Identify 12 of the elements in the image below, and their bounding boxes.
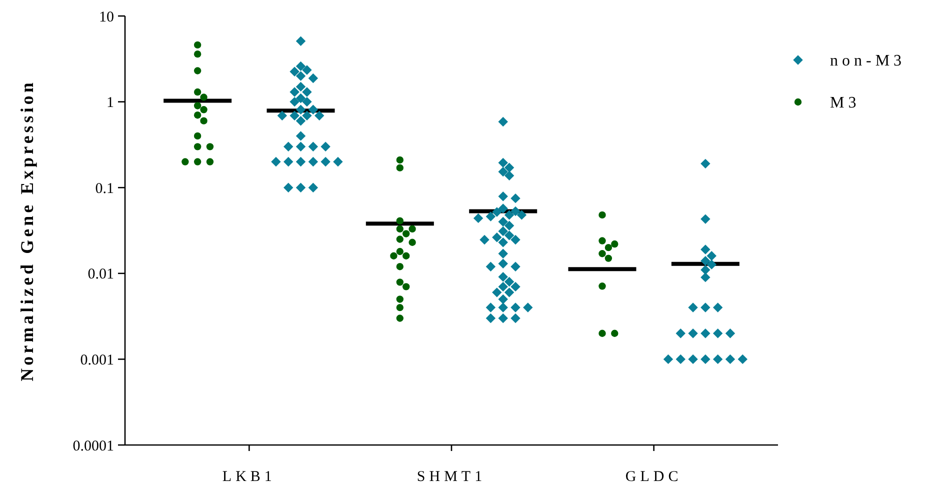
x-tick-label: SHMT1: [416, 469, 486, 485]
y-tick-label: 0.01: [88, 266, 114, 283]
y-tick-label: 1: [106, 95, 114, 112]
y-axis-title: Normalized Gene Expression: [17, 80, 37, 382]
x-tick-label: GLDC: [625, 469, 682, 485]
y-tick-label: 10: [99, 9, 114, 26]
y-tick-label: 0.001: [80, 352, 114, 368]
legend-label: non-M3: [830, 52, 906, 70]
x-tick-label: LKB1: [222, 469, 276, 485]
legend-label: M3: [830, 94, 860, 112]
y-tick-label: 0.0001: [72, 438, 114, 454]
y-tick-label: 0.1: [95, 180, 114, 197]
